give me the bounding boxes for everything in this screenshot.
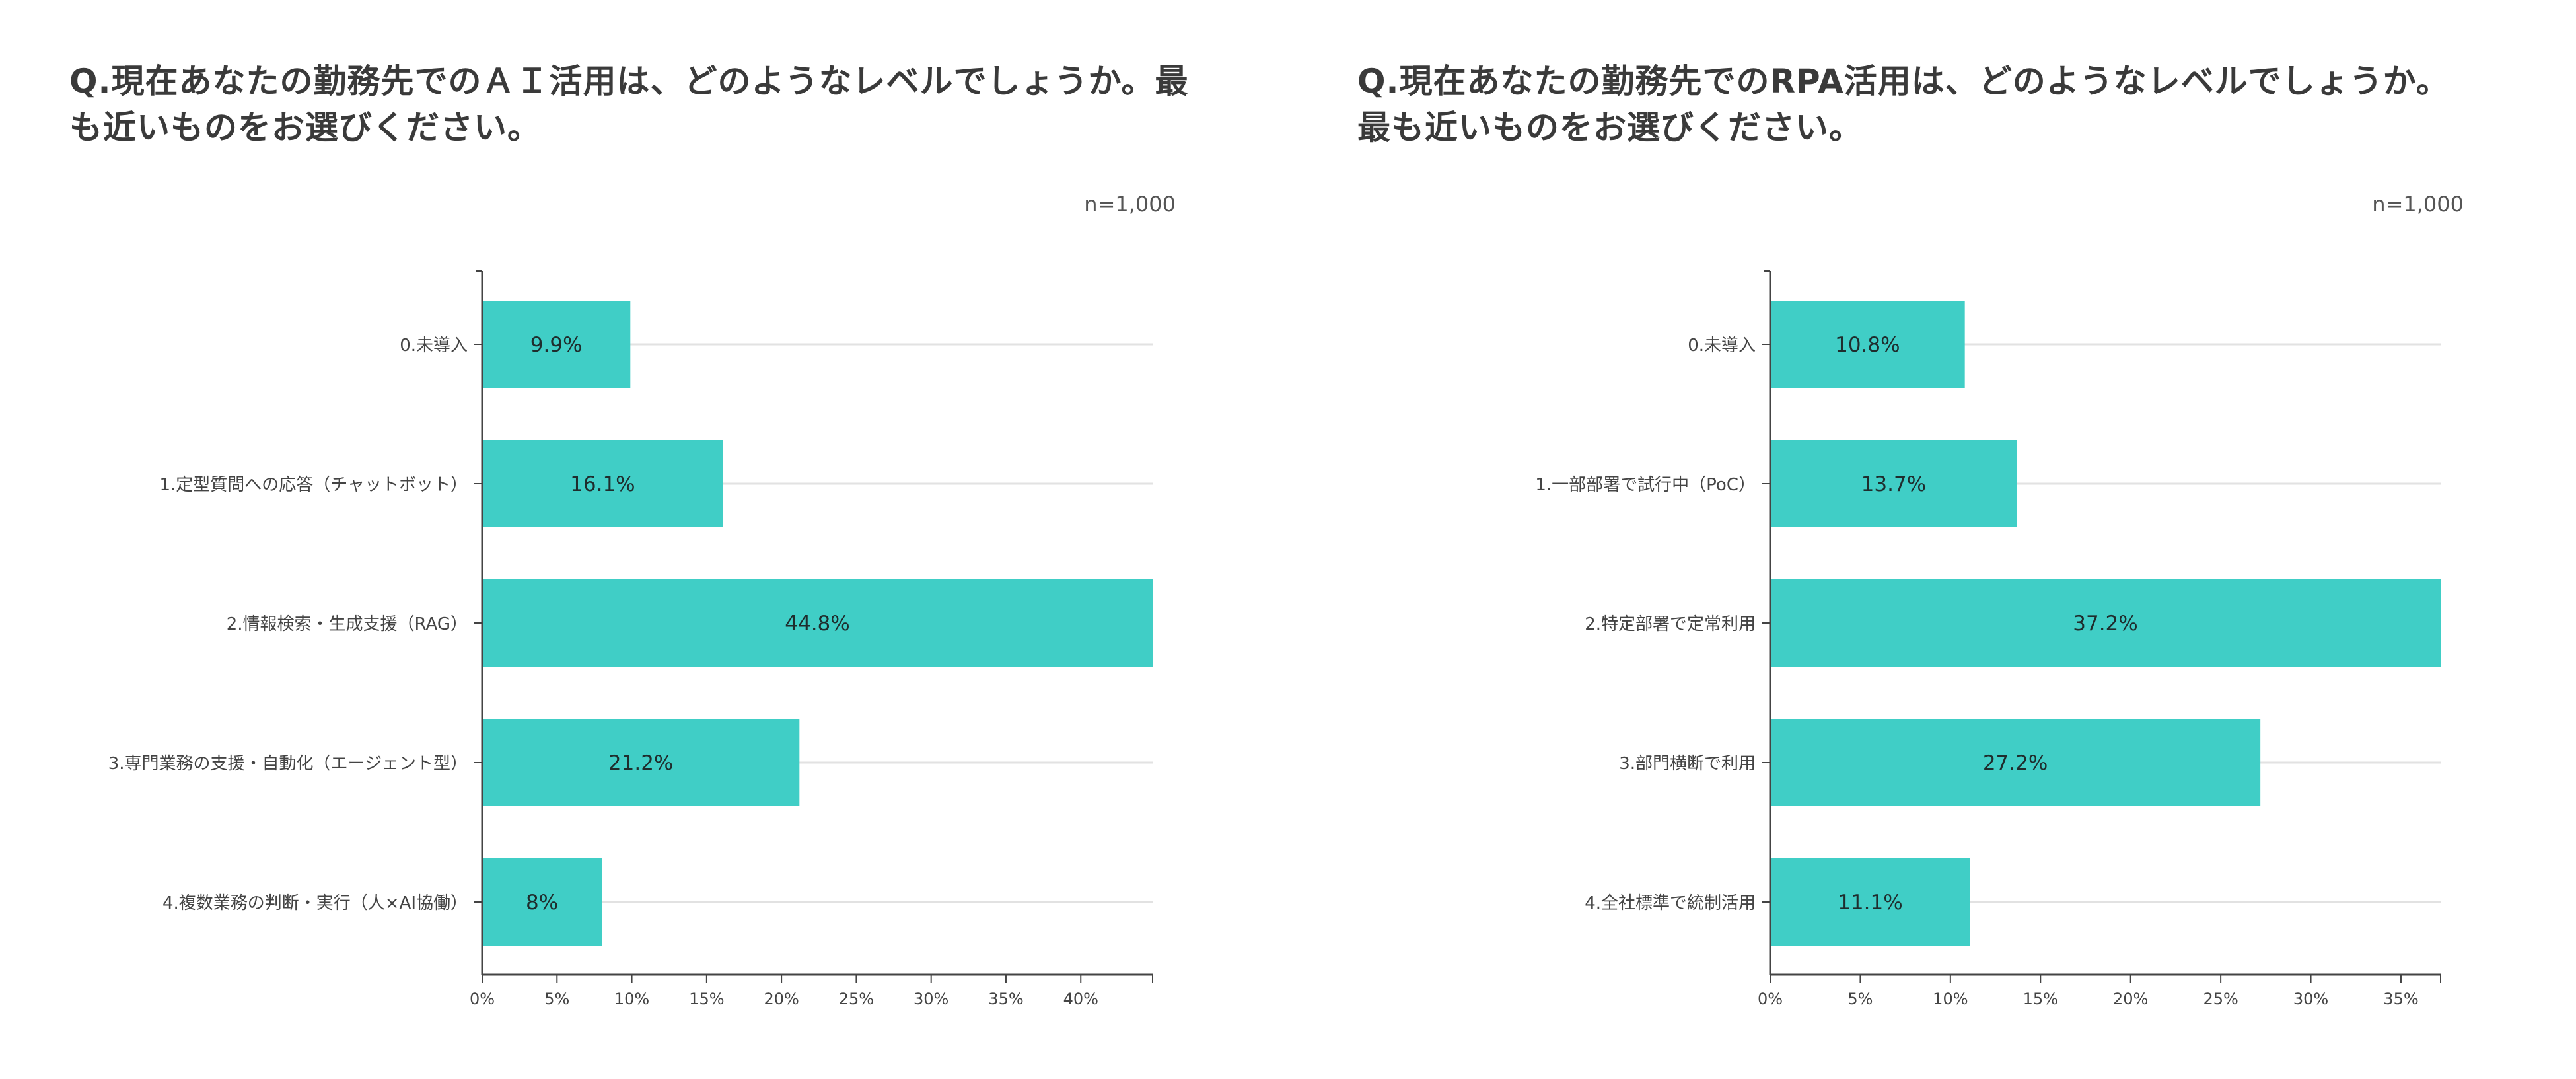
bar — [1770, 579, 2441, 667]
rpa-usage-bar-chart: 10.8% 0.未導入 13.7% 1.一部部署で試行中（PoC） 37.2% 2.特定部… — [1535, 270, 2441, 1008]
x-tick-label: 10% — [614, 990, 649, 1008]
category-label: 2.情報検索・生成支援（RAG） — [227, 614, 468, 634]
x-tick-label: 40% — [1063, 990, 1098, 1008]
bar-value-label: 27.2% — [1983, 751, 2048, 775]
x-tick-label: 5% — [544, 990, 569, 1008]
x-tick-label: 35% — [988, 990, 1023, 1008]
x-tick-label: 15% — [2023, 990, 2058, 1008]
x-tick-label: 35% — [2383, 990, 2418, 1008]
bar-value-label: 8% — [526, 891, 558, 914]
bar — [482, 579, 1153, 667]
bar-value-label: 9.9% — [530, 333, 583, 357]
sample-size-label: n=1,000 — [1084, 192, 1176, 217]
bar — [1770, 858, 1970, 946]
category-label: 0.未導入 — [400, 336, 468, 355]
chart-title: Q.現在あなたの勤務先でのRPA活用は、どのようなレベルでしょうか。最も近いもの… — [1357, 62, 2450, 147]
bar-value-label: 21.2% — [608, 751, 673, 775]
category-label: 4.全社標準で統制活用 — [1585, 893, 1756, 913]
category-label: 1.定型質問への応答（チャットボット） — [159, 475, 468, 495]
sample-size-label: n=1,000 — [2372, 192, 2464, 217]
bar-value-label: 11.1% — [1838, 891, 1902, 914]
x-tick-label: 0% — [1758, 990, 1783, 1008]
category-label: 0.未導入 — [1688, 336, 1756, 355]
bar-value-label: 10.8% — [1835, 333, 1900, 357]
x-tick-label: 30% — [913, 990, 948, 1008]
category-label: 3.専門業務の支援・自動化（エージェント型） — [108, 754, 468, 774]
x-tick-label: 25% — [839, 990, 874, 1008]
bar-value-label: 44.8% — [785, 612, 849, 636]
rpa-usage-chart-panel: Q.現在あなたの勤務先でのRPA活用は、どのようなレベルでしょうか。最も近いもの… — [1288, 0, 2576, 1079]
category-label: 3.部門横断で利用 — [1619, 754, 1756, 774]
bar-value-label: 13.7% — [1861, 472, 1926, 496]
category-label: 2.特定部署で定常利用 — [1585, 614, 1756, 634]
chart-title: Q.現在あなたの勤務先でのＡＩ活用は、どのようなレベルでしょうか。最も近いものを… — [69, 62, 1189, 147]
bar — [482, 858, 602, 946]
bar — [482, 301, 631, 388]
x-tick-label: 25% — [2203, 990, 2238, 1008]
bar-value-label: 16.1% — [570, 472, 635, 496]
x-tick-label: 15% — [689, 990, 724, 1008]
x-tick-label: 10% — [1933, 990, 1968, 1008]
category-label: 4.複数業務の判断・実行（人×AI協働） — [162, 893, 468, 913]
bar — [1770, 719, 2261, 806]
bar-value-label: 37.2% — [2073, 612, 2137, 636]
bar — [1770, 301, 1965, 388]
x-tick-label: 0% — [470, 990, 495, 1008]
x-tick-label: 30% — [2293, 990, 2328, 1008]
category-label: 1.一部部署で試行中（PoC） — [1535, 475, 1756, 495]
x-tick-label: 20% — [764, 990, 799, 1008]
ai-usage-bar-chart: 9.9% 0.未導入 16.1% 1.定型質問への応答（チャットボット） 44.8% 2.… — [108, 270, 1153, 1008]
bar — [1770, 440, 2017, 527]
ai-usage-chart-panel: Q.現在あなたの勤務先でのＡＩ活用は、どのようなレベルでしょうか。最も近いものを… — [69, 62, 1189, 1008]
x-tick-label: 20% — [2113, 990, 2148, 1008]
bar — [482, 440, 723, 527]
x-tick-label: 5% — [1847, 990, 1873, 1008]
bar — [482, 719, 800, 806]
